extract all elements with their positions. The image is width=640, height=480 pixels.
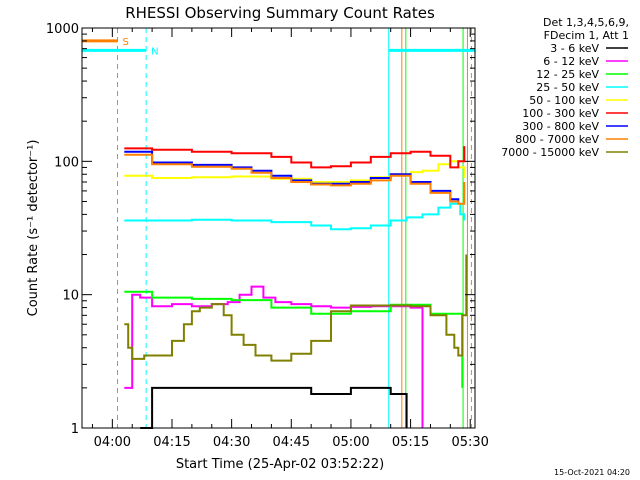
legend-label-2: 12 - 25 keV: [536, 68, 599, 81]
plot-content: SN: [82, 28, 475, 429]
y-tick-label-3: 1000: [46, 22, 79, 37]
y-axis-ticks: 1 10 100 1000: [46, 22, 475, 437]
y-tick-label-1: 10: [62, 289, 79, 304]
series-line-3: [124, 202, 466, 231]
y-tick-label-2: 100: [54, 155, 79, 170]
legend-label-7: 800 - 7000 keV: [515, 133, 599, 146]
legend-label-5: 100 - 300 keV: [522, 107, 599, 120]
chart-title: RHESSI Observing Summary Count Rates: [125, 4, 435, 22]
flag-label-1: N: [151, 46, 158, 57]
legend-label-6: 300 - 800 keV: [522, 120, 599, 133]
x-tick-label-1: 04:15: [153, 435, 190, 450]
render-timestamp: 15-Oct-2021 04:20: [554, 468, 630, 477]
x-axis-ticks: 04:00 04:15 04:30 04:45 05:00 05:15 05:30: [91, 28, 489, 450]
legend-label-8: 7000 - 15000 keV: [501, 146, 599, 159]
legend-label-0: 3 - 6 keV: [550, 42, 599, 55]
legend-label-1: 6 - 12 keV: [543, 55, 599, 68]
x-axis-label: Start Time (25-Apr-02 03:52:22): [176, 457, 384, 472]
legend-header-line-2: FDecim 1, Att 1: [544, 29, 629, 42]
legend-header-line-1: Det 1,3,4,5,6,9,: [543, 16, 629, 29]
x-tick-label-5: 05:15: [392, 435, 429, 450]
flag-label-0: S: [123, 37, 129, 48]
x-tick-label-6: 05:30: [451, 435, 488, 450]
x-tick-label-3: 04:45: [273, 435, 310, 450]
x-tick-label-4: 05:00: [332, 435, 369, 450]
series-line-5: [124, 146, 466, 169]
series-line-8: [124, 254, 468, 362]
x-tick-label-2: 04:30: [213, 435, 250, 450]
legend: Det 1,3,4,5,6,9, FDecim 1, Att 1 3 - 6 k…: [501, 16, 629, 159]
y-axis-label: Count Rate (s⁻¹ detector⁻¹): [26, 140, 41, 317]
legend-label-4: 50 - 100 keV: [529, 94, 599, 107]
y-tick-label-0: 1: [71, 422, 79, 437]
x-tick-label-0: 04:00: [94, 435, 131, 450]
plot-frame: [81, 27, 476, 429]
series-line-7: [124, 153, 466, 205]
series-line-0: [140, 386, 408, 429]
legend-label-3: 25 - 50 keV: [536, 81, 599, 94]
